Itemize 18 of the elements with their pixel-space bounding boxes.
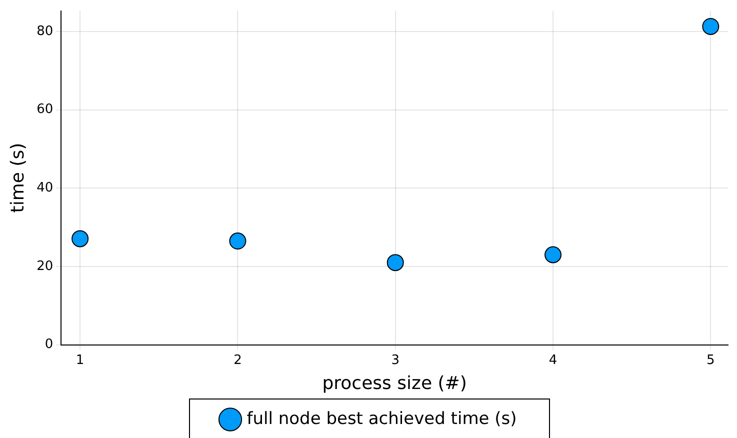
x-tick-label: 4 [548, 352, 558, 368]
legend-label: full node best achieved time (s) [246, 408, 517, 429]
x-tick-label: 3 [391, 352, 400, 368]
y-tick-label: 80 [36, 24, 54, 39]
y-tick-label: 60 [36, 102, 54, 118]
point [702, 18, 720, 35]
x-axis-title: process size (#) [322, 372, 467, 394]
y-tick-label: 20 [36, 258, 54, 274]
y-tick-label: 40 [36, 180, 54, 196]
point [229, 232, 246, 250]
x-tick-label: 1 [76, 352, 84, 368]
point [386, 254, 404, 272]
y-axis-title: time (s) [7, 142, 28, 213]
point [72, 230, 89, 248]
x-tick-label: 2 [234, 352, 242, 368]
x-tick-label: 5 [706, 352, 715, 368]
y-tick-label: 0 [44, 337, 54, 352]
point [544, 246, 562, 264]
